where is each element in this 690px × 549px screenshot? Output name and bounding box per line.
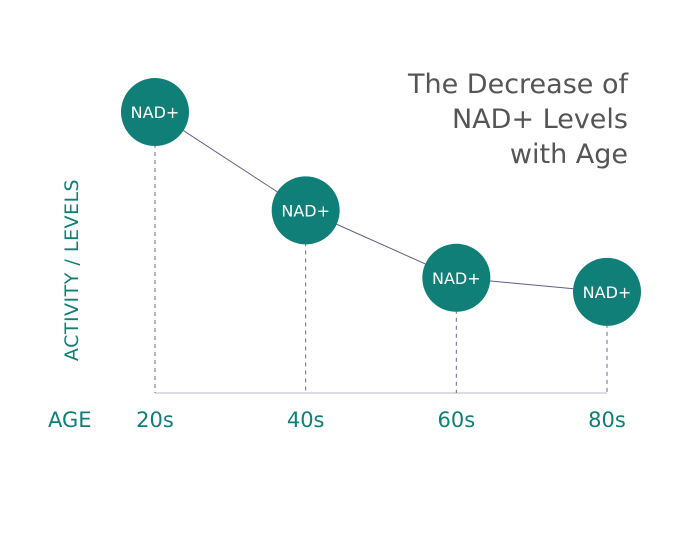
data-point-label: NAD+ <box>131 103 180 122</box>
x-axis-label: AGE <box>48 408 92 432</box>
data-point-label: NAD+ <box>583 283 632 302</box>
x-tick-label-80s: 80s <box>588 408 626 432</box>
data-point-marker <box>121 78 189 147</box>
data-point-marker <box>422 243 491 312</box>
data-point-80s: NAD+ <box>573 257 641 326</box>
chart-title-line-2: NAD+ Levels <box>452 104 628 135</box>
data-point-40s: NAD+ <box>271 176 340 245</box>
data-point-marker <box>271 176 340 245</box>
chart-title-line-3: with Age <box>510 139 628 170</box>
data-point-label: NAD+ <box>432 269 481 288</box>
x-tick-label-20s: 20s <box>136 408 174 432</box>
data-points: NAD+ NAD+ NAD+ NAD+ <box>121 78 641 326</box>
data-point-marker <box>573 257 641 326</box>
data-point-60s: NAD+ <box>422 243 491 312</box>
data-point-20s: NAD+ <box>121 78 189 147</box>
y-axis-label: ACTIVITY / LEVELS <box>61 179 83 361</box>
x-tick-label-60s: 60s <box>437 408 475 432</box>
x-tick-label-40s: 40s <box>287 408 325 432</box>
x-tick-labels: 20s 40s 60s 80s <box>136 408 626 432</box>
data-point-label: NAD+ <box>281 201 330 220</box>
chart-title-line-1: The Decrease of <box>407 69 629 100</box>
